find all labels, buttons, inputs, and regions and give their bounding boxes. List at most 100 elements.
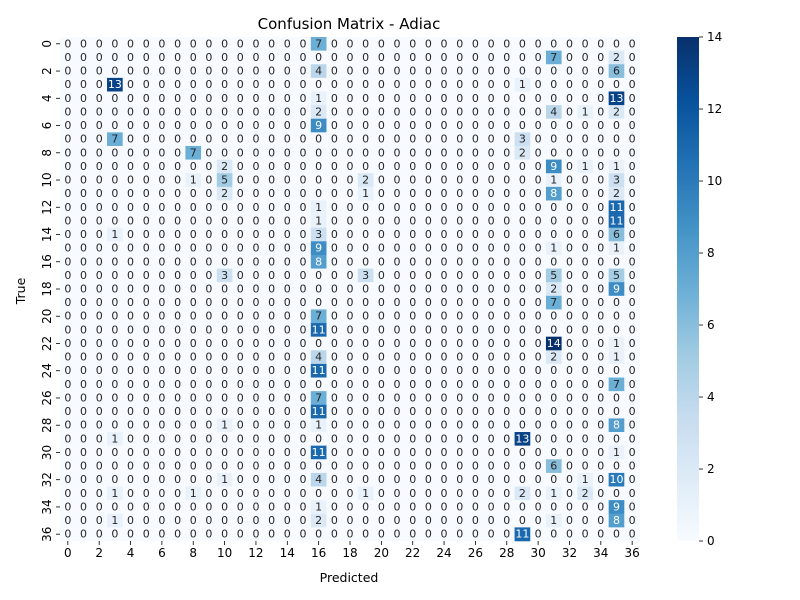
cell-value-label: 0 [347, 201, 354, 214]
cell-value-label: 0 [64, 187, 71, 200]
cell-value-label: 0 [441, 37, 448, 50]
cell-value-label: 0 [190, 242, 197, 255]
cell-value-label: 0 [409, 105, 416, 118]
cell-value-label: 0 [158, 92, 165, 105]
cell-value-label: 0 [613, 310, 620, 323]
cell-value-label: 0 [268, 37, 275, 50]
cell-value-label: 0 [409, 78, 416, 91]
cell-value-label: 0 [190, 419, 197, 432]
cell-value-label: 0 [425, 242, 432, 255]
cell-value-label: 0 [252, 146, 259, 159]
cell-value-label: 0 [425, 446, 432, 459]
cell-value-label: 0 [472, 378, 479, 391]
cell-value-label: 0 [221, 528, 228, 541]
cell-value-label: 0 [331, 528, 338, 541]
cell-value-label: 0 [519, 460, 526, 473]
cell-value-label: 0 [221, 405, 228, 418]
cell-value-label: 0 [64, 514, 71, 527]
cell-value-label: 0 [64, 283, 71, 296]
cell-value-label: 0 [441, 51, 448, 64]
cell-value-label: 0 [221, 201, 228, 214]
cell-value-label: 0 [237, 446, 244, 459]
cell-value-label: 0 [315, 487, 322, 500]
cell-value-label: 0 [284, 364, 291, 377]
cell-value-label: 0 [331, 187, 338, 200]
cell-value-label: 0 [205, 242, 212, 255]
cell-value-label: 0 [331, 487, 338, 500]
cell-value-label: 0 [472, 310, 479, 323]
heatmap-cell [216, 50, 233, 65]
cell-value-label: 0 [409, 296, 416, 309]
heatmap-cell [75, 91, 92, 106]
heatmap-cell [232, 105, 249, 120]
cell-value-label: 0 [205, 487, 212, 500]
cell-value-label: 0 [582, 500, 589, 513]
heatmap-cell [608, 37, 625, 51]
heatmap-cell [577, 64, 594, 79]
cell-value-label: 0 [80, 105, 87, 118]
cell-value-label: 0 [347, 419, 354, 432]
cell-value-label: 0 [425, 310, 432, 323]
cell-value-label: 0 [347, 391, 354, 404]
cell-value-label: 0 [566, 337, 573, 350]
cell-value-label: 0 [284, 473, 291, 486]
colorbar-tick-label: 12 [707, 102, 722, 116]
heatmap-cell [295, 91, 312, 106]
cell-value-label: 0 [174, 460, 181, 473]
cell-value-label: 0 [362, 37, 369, 50]
cell-value-label: 0 [425, 133, 432, 146]
cell-value-label: 0 [127, 242, 134, 255]
heatmap-cell [138, 50, 155, 65]
cell-value-label: 0 [127, 269, 134, 282]
cell-value-label: 7 [550, 296, 557, 309]
cell-value-label: 0 [566, 105, 573, 118]
heatmap-cell [530, 37, 547, 51]
cell-value-label: 0 [456, 364, 463, 377]
cell-value-label: 0 [111, 51, 118, 64]
cell-value-label: 0 [221, 133, 228, 146]
cell-value-label: 0 [158, 133, 165, 146]
cell-value-label: 0 [409, 514, 416, 527]
cell-value-label: 0 [629, 37, 636, 50]
cell-value-label: 0 [143, 242, 150, 255]
cell-value-label: 0 [582, 378, 589, 391]
cell-value-label: 0 [503, 51, 510, 64]
cell-value-label: 0 [190, 364, 197, 377]
cell-value-label: 0 [519, 255, 526, 268]
cell-value-label: 1 [582, 105, 589, 118]
cell-value-label: 0 [441, 473, 448, 486]
cell-value-label: 0 [488, 119, 495, 132]
cell-value-label: 0 [205, 119, 212, 132]
cell-value-label: 0 [252, 65, 259, 78]
cell-value-label: 0 [441, 255, 448, 268]
cell-value-label: 0 [347, 146, 354, 159]
y-tick-label: 20 [40, 309, 54, 324]
cell-value-label: 0 [174, 92, 181, 105]
cell-value-label: 0 [315, 78, 322, 91]
cell-value-label: 0 [252, 310, 259, 323]
cell-value-label: 0 [299, 487, 306, 500]
cell-value-label: 0 [315, 160, 322, 173]
heatmap-cell [154, 77, 171, 92]
cell-value-label: 0 [597, 78, 604, 91]
cell-value-label: 1 [315, 500, 322, 513]
cell-value-label: 0 [456, 473, 463, 486]
cell-value-label: 0 [456, 228, 463, 241]
cell-value-label: 0 [394, 528, 401, 541]
cell-value-label: 0 [143, 378, 150, 391]
cell-value-label: 0 [252, 460, 259, 473]
cell-value-label: 0 [80, 160, 87, 173]
cell-value-label: 0 [378, 364, 385, 377]
cell-value-label: 0 [111, 160, 118, 173]
cell-value-label: 0 [299, 187, 306, 200]
cell-value-label: 0 [252, 487, 259, 500]
cell-value-label: 0 [221, 119, 228, 132]
cell-value-label: 0 [582, 337, 589, 350]
cell-value-label: 0 [284, 460, 291, 473]
cell-value-label: 0 [158, 473, 165, 486]
cell-value-label: 0 [284, 78, 291, 91]
heatmap-cell [498, 64, 515, 79]
cell-value-label: 0 [64, 296, 71, 309]
cell-value-label: 0 [441, 500, 448, 513]
heatmap-cell [60, 77, 76, 92]
